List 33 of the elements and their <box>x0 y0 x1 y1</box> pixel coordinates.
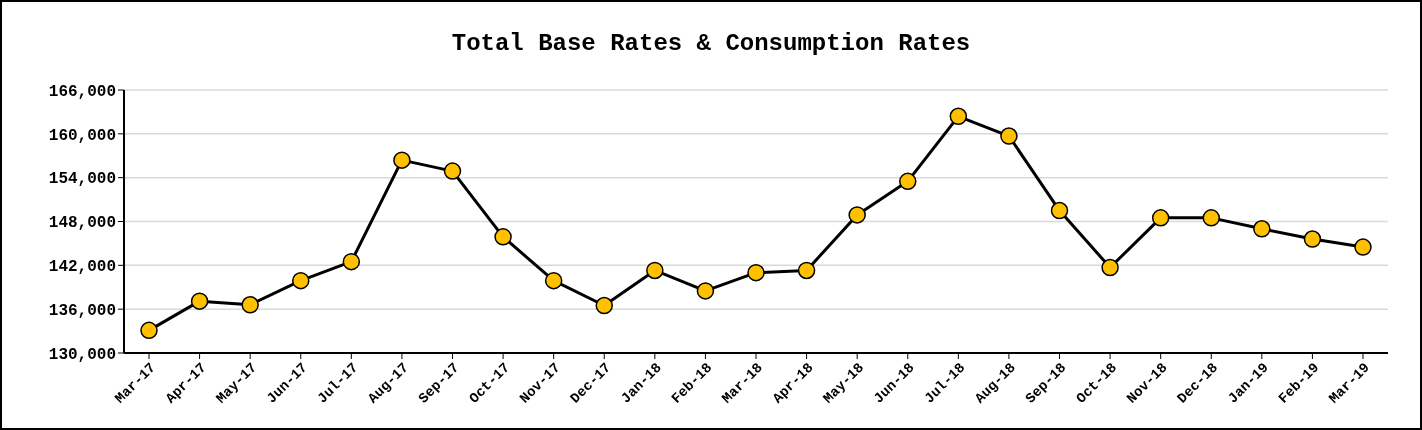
point <box>544 271 563 290</box>
point <box>140 321 158 340</box>
point <box>241 296 259 314</box>
point <box>949 107 968 126</box>
point <box>1253 220 1271 238</box>
point <box>797 261 816 280</box>
y-tick-label: 154,000 <box>48 170 116 189</box>
y-tick-label: 130,000 <box>48 345 116 364</box>
point <box>899 172 917 191</box>
point <box>342 252 361 271</box>
y-tick-label: 166,000 <box>48 82 116 101</box>
y-tick-label: 136,000 <box>48 301 116 320</box>
point <box>292 271 310 290</box>
point <box>747 263 765 282</box>
y-tick-label: 142,000 <box>48 258 116 277</box>
point <box>1101 258 1119 277</box>
point <box>1000 127 1018 145</box>
point <box>393 151 411 169</box>
point <box>1151 209 1170 227</box>
point <box>443 162 462 180</box>
point <box>595 296 613 315</box>
point <box>1050 201 1069 220</box>
point <box>1303 230 1322 248</box>
point <box>1354 238 1372 256</box>
y-tick-label: 160,000 <box>48 126 116 145</box>
point <box>696 282 715 300</box>
point <box>1202 209 1220 227</box>
point <box>646 261 664 280</box>
point <box>190 292 209 310</box>
point <box>848 206 866 224</box>
point <box>494 228 512 246</box>
chart-title: Total Base Rates & Consumption Rates <box>450 29 972 59</box>
y-tick-label: 148,000 <box>48 214 116 233</box>
